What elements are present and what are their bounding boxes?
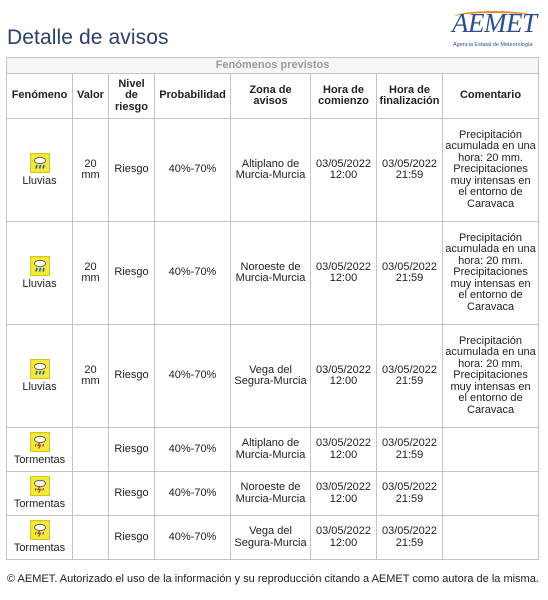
nivel-cell: Riesgo <box>108 221 155 325</box>
col-header-comienzo: Hora de comienzo <box>310 73 377 119</box>
col-header-zona: Zona de avisos <box>230 73 311 119</box>
zona-cell: Vega del Segura-Murcia <box>230 515 311 560</box>
col-header-nivel: Nivel de riesgo <box>108 73 155 119</box>
fin-cell: 03/05/2022 21:59 <box>376 221 443 325</box>
probabilidad-cell: 40%-70% <box>154 515 231 560</box>
group-header: Fenómenos previstos <box>5 57 540 74</box>
valor-cell: 20 mm <box>72 221 109 325</box>
comienzo-cell: 03/05/2022 12:00 <box>310 221 377 325</box>
fenomeno-label: Lluvias <box>22 380 57 393</box>
nivel-cell: Riesgo <box>108 471 155 516</box>
table-row: Lluvias 20 mm Riesgo 40%-70% Noroeste de Mur… <box>6 221 540 325</box>
zona-cell: Noroeste de Murcia-Murcia <box>230 471 311 516</box>
comentario-cell: Precipitación acumulada en una hora: 20 … <box>441 221 540 325</box>
storm-icon <box>29 520 50 541</box>
storm-icon <box>29 476 50 497</box>
fenomeno-label: Lluvias <box>22 277 57 290</box>
col-header-comentario: Comentario <box>441 73 540 119</box>
page-title: Detalle de avisos <box>7 26 169 49</box>
fenomeno-label: Tormentas <box>13 454 66 467</box>
nivel-cell: Riesgo <box>108 515 155 560</box>
fenomeno-cell: Lluvias <box>6 324 73 428</box>
fin-cell: 03/05/2022 21:59 <box>376 471 443 516</box>
fenomeno-cell: Tormentas <box>6 515 73 560</box>
comentario-cell: Precipitación acumulada en una hora: 20 … <box>441 118 540 222</box>
comienzo-cell: 03/05/2022 12:00 <box>310 427 377 472</box>
fin-cell: 03/05/2022 21:59 <box>376 515 443 560</box>
probabilidad-cell: 40%-70% <box>154 471 231 516</box>
probabilidad-cell: 40%-70% <box>154 221 231 325</box>
logo-wordmark: AEMET <box>452 8 537 38</box>
table-row: Tormentas Riesgo 40%-70% Altiplano de Murci… <box>6 427 540 472</box>
logo-swoosh-icon <box>454 11 534 23</box>
fenomeno-label: Lluvias <box>22 174 57 187</box>
zona-cell: Altiplano de Murcia-Murcia <box>230 118 311 222</box>
valor-cell: 20 mm <box>72 118 109 222</box>
table-row: Lluvias 20 mm Riesgo 40%-70% Altiplano de Mu… <box>6 118 540 222</box>
col-header-valor: Valor <box>72 73 109 119</box>
probabilidad-cell: 40%-70% <box>154 324 231 428</box>
nivel-cell: Riesgo <box>108 324 155 428</box>
valor-cell: 20 mm <box>72 324 109 428</box>
logo-subtitle: Agencia Estatal de Meteorología <box>453 42 533 48</box>
fenomeno-label: Tormentas <box>13 542 66 555</box>
nivel-cell: Riesgo <box>108 118 155 222</box>
table-row: Tormentas Riesgo 40%-70% Vega del Segura-Mu… <box>6 515 540 560</box>
fin-cell: 03/05/2022 21:59 <box>376 324 443 428</box>
comentario-cell <box>441 515 540 560</box>
table-row: Lluvias 20 mm Riesgo 40%-70% Vega del Segura… <box>6 324 540 428</box>
fenomeno-cell: Tormentas <box>6 471 73 516</box>
comienzo-cell: 03/05/2022 12:00 <box>310 118 377 222</box>
valor-cell <box>72 427 109 472</box>
table-body: Lluvias 20 mm Riesgo 40%-70% Altiplano de Mu… <box>6 118 540 560</box>
aemet-logo: AEMET Agencia Estatal de Meteorología <box>452 8 537 52</box>
fenomeno-cell: Lluvias <box>6 221 73 325</box>
col-header-probabilidad: Probabilidad <box>154 73 231 119</box>
comentario-cell: Precipitación acumulada en una hora: 20 … <box>441 324 540 428</box>
nivel-cell: Riesgo <box>108 427 155 472</box>
copyright-footer: © AEMET. Autorizado el uso de la informa… <box>7 573 539 585</box>
fenomeno-cell: Lluvias <box>6 118 73 222</box>
probabilidad-cell: 40%-70% <box>154 118 231 222</box>
fin-cell: 03/05/2022 21:59 <box>376 118 443 222</box>
rain-icon <box>29 358 50 379</box>
warnings-table: Fenómenos previstos Fenómeno Valor Nivel… <box>5 57 540 560</box>
zona-cell: Noroeste de Murcia-Murcia <box>230 221 311 325</box>
fin-cell: 03/05/2022 21:59 <box>376 427 443 472</box>
rain-icon <box>29 255 50 276</box>
comienzo-cell: 03/05/2022 12:00 <box>310 515 377 560</box>
probabilidad-cell: 40%-70% <box>154 427 231 472</box>
valor-cell <box>72 471 109 516</box>
page-header: Detalle de avisos AEMET Agencia Estatal … <box>0 0 548 56</box>
table-row: Tormentas Riesgo 40%-70% Noroeste de Murcia… <box>6 471 540 516</box>
rain-icon <box>29 152 50 173</box>
zona-cell: Altiplano de Murcia-Murcia <box>230 427 311 472</box>
comentario-cell <box>441 471 540 516</box>
valor-cell <box>72 515 109 560</box>
comienzo-cell: 03/05/2022 12:00 <box>310 324 377 428</box>
col-header-fin: Hora de finalización <box>376 73 443 119</box>
col-header-fenomeno: Fenómeno <box>6 73 73 119</box>
zona-cell: Vega del Segura-Murcia <box>230 324 311 428</box>
fenomeno-label: Tormentas <box>13 498 66 511</box>
fenomeno-cell: Tormentas <box>6 427 73 472</box>
comienzo-cell: 03/05/2022 12:00 <box>310 471 377 516</box>
storm-icon <box>29 432 50 453</box>
comentario-cell <box>441 427 540 472</box>
